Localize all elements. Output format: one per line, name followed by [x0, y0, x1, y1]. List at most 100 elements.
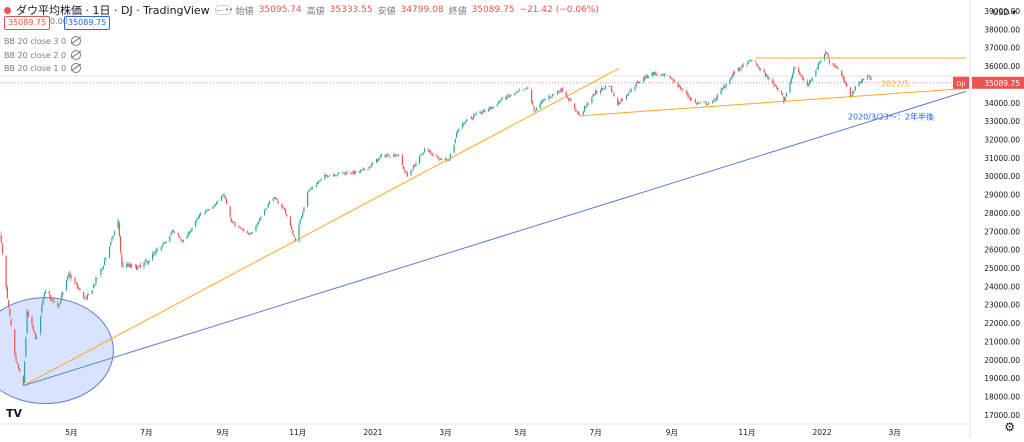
indicator-bb-2[interactable]: BB 20 close 2 0	[4, 50, 82, 60]
candle-up	[741, 65, 743, 68]
candle-down	[777, 87, 779, 91]
currency-label: USD	[992, 8, 1010, 17]
currency-selector[interactable]: USD ▾	[992, 8, 1016, 17]
candle-down	[836, 66, 838, 68]
candle-down	[602, 88, 604, 89]
candle-down	[286, 214, 288, 217]
candle-up	[26, 310, 28, 334]
candle-up	[585, 106, 587, 107]
bid-price-box[interactable]: 35089.75	[4, 16, 51, 30]
candle-up	[496, 104, 498, 106]
y-tick-label: 31000.00	[984, 154, 1020, 163]
trendline[interactable]	[23, 68, 620, 387]
candle-up	[332, 174, 335, 176]
candle-up	[645, 75, 647, 79]
candle-up	[171, 230, 173, 233]
candle-down	[688, 96, 690, 98]
candle-up	[601, 87, 603, 91]
candle-down	[398, 155, 400, 156]
indicator-label: BB 20 close 3 0	[4, 36, 67, 46]
candle-down	[570, 99, 572, 102]
candle-up	[556, 91, 559, 95]
candle-up	[481, 112, 483, 114]
candle-up	[543, 99, 545, 101]
trendline[interactable]	[23, 90, 967, 387]
candle-down	[783, 96, 785, 103]
candle-up	[487, 109, 490, 112]
candle-down	[828, 60, 831, 64]
trendline[interactable]	[579, 87, 967, 117]
candle-down	[239, 226, 241, 228]
highlight-ellipse[interactable]	[0, 297, 114, 405]
candle-up	[492, 106, 495, 108]
candle-down	[798, 68, 800, 73]
candle-up	[126, 263, 128, 267]
candle-up	[260, 216, 262, 219]
candle-down	[277, 201, 279, 204]
candle-up	[143, 262, 145, 267]
indicator-bb-1[interactable]: BB 20 close 1 0	[4, 63, 82, 73]
candle-down	[705, 102, 707, 105]
candle-up	[540, 101, 543, 103]
y-tick-label: 22000.00	[984, 319, 1020, 328]
candle-up	[214, 204, 216, 206]
x-tick-label: 3月	[888, 428, 900, 437]
candle-down	[574, 103, 576, 109]
tradingview-logo: TV	[6, 407, 23, 420]
candle-down	[243, 229, 245, 231]
candle-down	[682, 90, 684, 91]
candle-down	[617, 98, 619, 106]
candle-up	[489, 106, 491, 110]
ask-price-box[interactable]: 35089.75	[64, 16, 111, 30]
candle-down	[203, 213, 205, 214]
candle-up	[256, 224, 258, 227]
candle-up	[298, 224, 300, 242]
spread-value: 0.00	[50, 17, 68, 26]
candle-up	[720, 89, 722, 95]
candle-down	[441, 158, 443, 161]
candle-up	[517, 91, 519, 93]
candle-up	[690, 99, 693, 100]
candle-down	[358, 171, 360, 173]
candle-up	[112, 235, 114, 238]
candle-down	[164, 242, 166, 244]
candle-up	[393, 154, 395, 157]
indicator-label: BB 20 close 2 0	[4, 50, 67, 60]
candle-down	[613, 93, 615, 97]
candle-up	[817, 63, 819, 69]
eye-hidden-icon[interactable]	[71, 50, 82, 60]
y-tick-label: 29000.00	[984, 191, 1020, 200]
eye-hidden-icon[interactable]	[71, 63, 82, 73]
candle-up	[651, 71, 653, 76]
candle-down	[437, 156, 439, 159]
candle-down	[188, 232, 191, 234]
candle-down	[772, 79, 774, 83]
indicator-bb-3[interactable]: BB 20 close 3 0	[4, 36, 82, 46]
candle-up	[316, 182, 319, 185]
visibility-toggle-icon[interactable]: — ••	[214, 5, 234, 15]
candle-up	[497, 102, 499, 105]
candle-up	[215, 202, 218, 205]
candle-up	[747, 60, 749, 64]
candle-up	[137, 266, 139, 269]
candle-down	[587, 103, 589, 105]
high-value: 35333.55	[329, 5, 373, 15]
settings-gear-icon[interactable]: ⚙	[1004, 420, 1015, 434]
candle-up	[737, 67, 739, 72]
candle-up	[642, 77, 645, 82]
candle-down	[292, 230, 294, 235]
candle-up	[131, 264, 133, 267]
candle-up	[811, 77, 813, 81]
candle-up	[105, 257, 107, 261]
candle-up	[58, 304, 60, 306]
eye-hidden-icon[interactable]	[71, 36, 82, 46]
candle-up	[729, 80, 731, 85]
candle-down	[672, 79, 674, 81]
candle-up	[458, 129, 460, 131]
candle-up	[389, 156, 391, 158]
candle-down	[118, 223, 120, 236]
candle-down	[534, 110, 536, 111]
candle-up	[128, 264, 130, 266]
